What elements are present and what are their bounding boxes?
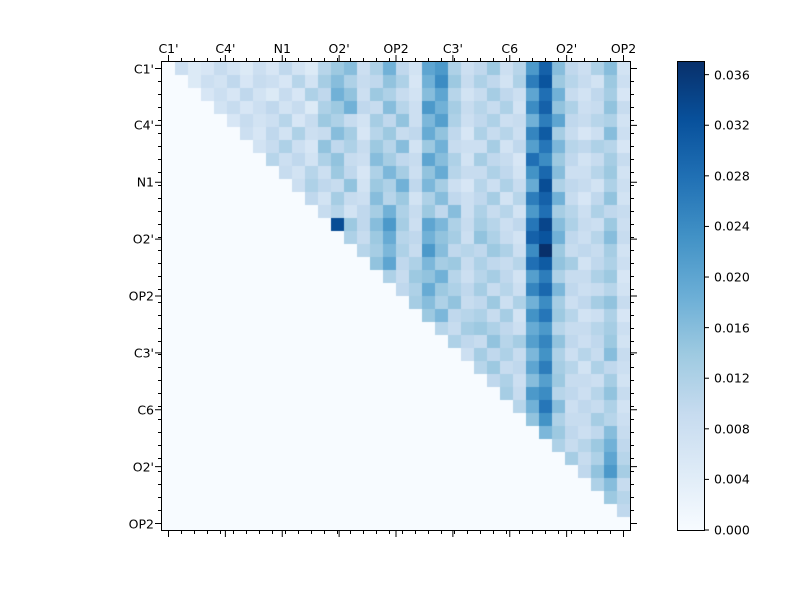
x-axis-label: N1 xyxy=(273,41,291,56)
y-axis-label: N1 xyxy=(136,174,154,190)
heatmap-plot xyxy=(161,61,631,531)
x-axis-label: C6 xyxy=(501,41,519,56)
colorbar-tick-label: 0.024 xyxy=(714,218,750,234)
colorbar-tick-label: 0.036 xyxy=(714,67,750,83)
colorbar-tick-label: 0.000 xyxy=(714,522,750,538)
x-axis-label: OP2 xyxy=(610,41,637,56)
colorbar-tick-label: 0.008 xyxy=(714,421,750,437)
colorbar-tick-label: 0.032 xyxy=(714,117,750,133)
colorbar-tick-label: 0.028 xyxy=(714,168,750,184)
heatmap-canvas xyxy=(162,62,630,530)
colorbar-tick-label: 0.020 xyxy=(714,269,750,285)
colorbar-tick-label: 0.004 xyxy=(714,471,750,487)
x-axis-label: O2' xyxy=(556,41,578,56)
colorbar-tick-label: 0.012 xyxy=(714,370,750,386)
y-axis-label: OP2 xyxy=(128,288,154,304)
y-axis-label: C1' xyxy=(133,61,154,76)
y-axis-label: C3' xyxy=(133,345,154,361)
colorbar-tick-label: 0.016 xyxy=(714,320,750,336)
y-axis-label: O2' xyxy=(132,231,154,247)
x-axis-label: OP2 xyxy=(383,41,409,56)
y-axis-label: C4' xyxy=(133,117,154,133)
y-axis-label: C6 xyxy=(137,402,154,418)
colorbar xyxy=(677,61,705,531)
x-axis-label: C3' xyxy=(442,41,463,56)
y-axis-label: O2' xyxy=(132,459,154,475)
x-axis-label: C1' xyxy=(158,41,179,56)
x-axis-label: O2' xyxy=(328,41,350,56)
y-axis-label: OP2 xyxy=(128,516,154,531)
x-axis-label: C4' xyxy=(215,41,236,56)
